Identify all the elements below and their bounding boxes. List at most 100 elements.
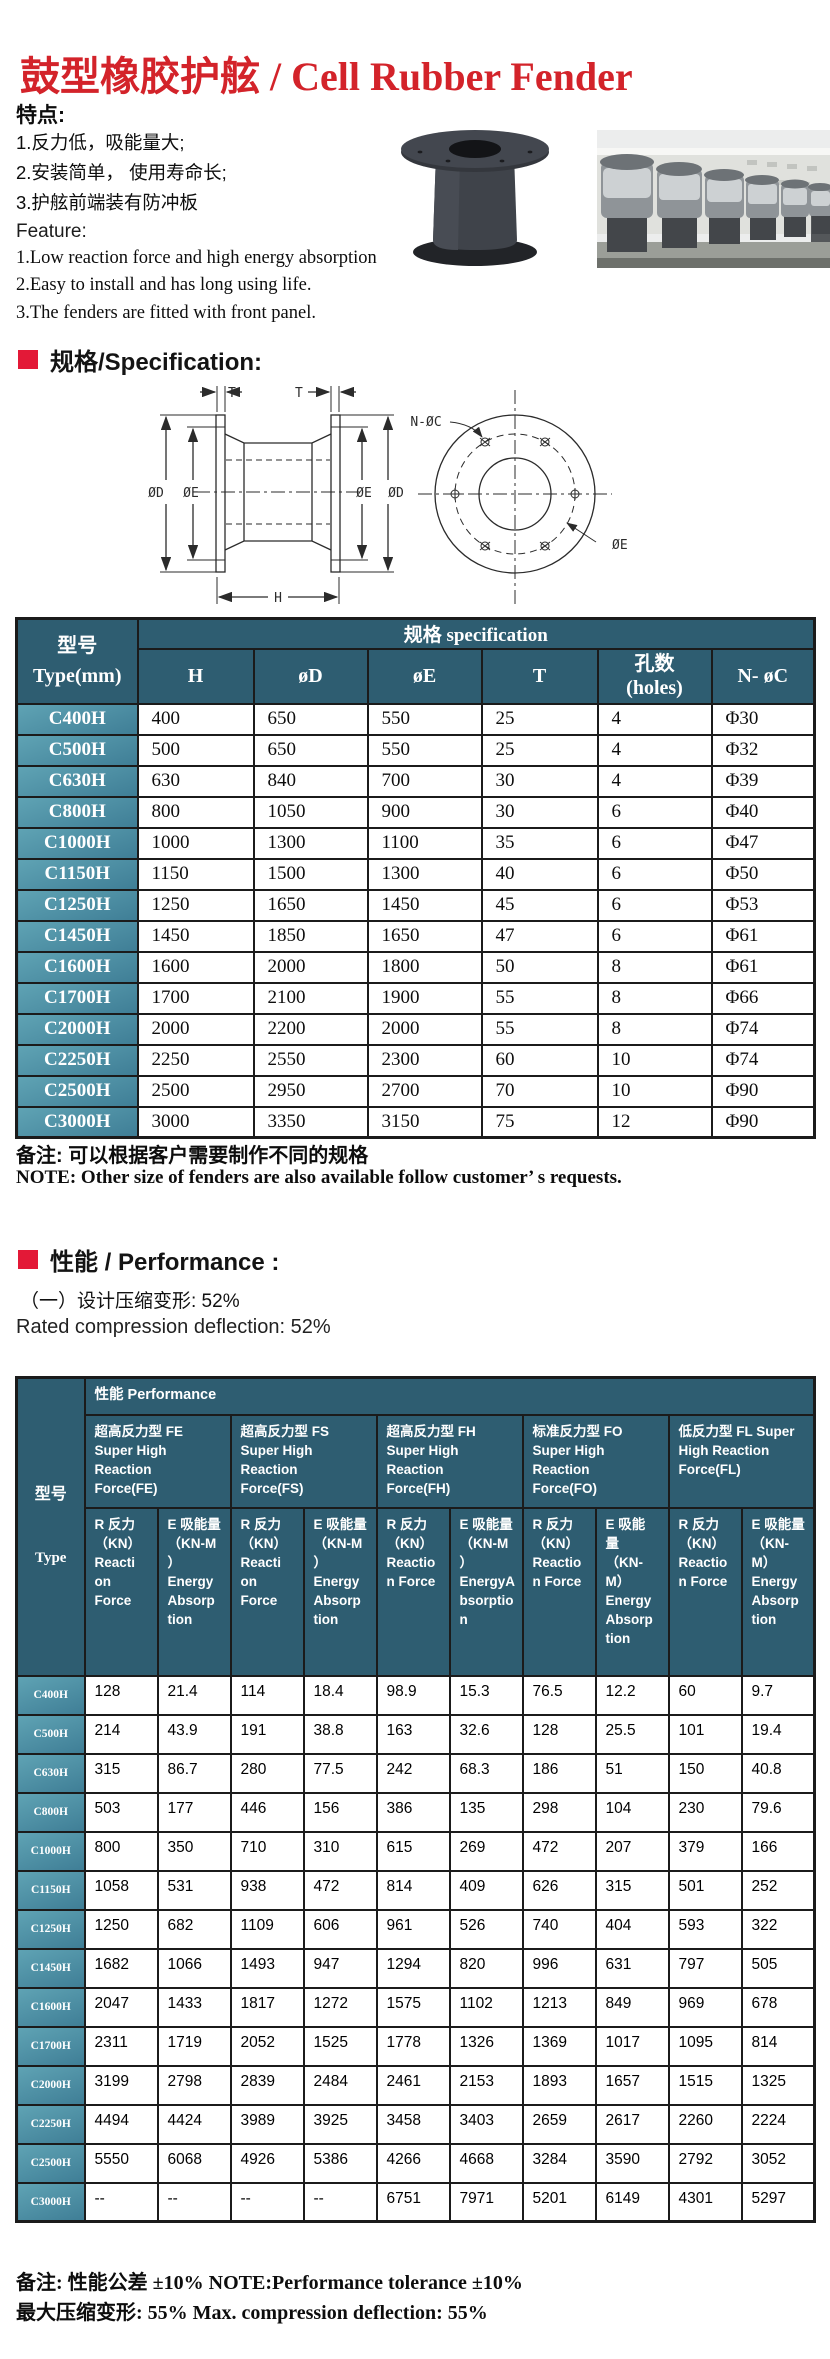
row-model-label: C2000H [15, 2064, 86, 2106]
value-cell: 630 [136, 764, 255, 798]
table-row: C1700H 2311 1719 2052 1525 1778 1326 1369 1017 10… [15, 2025, 816, 2067]
feature-item-en: 2.Easy to install and has long using lif… [16, 275, 312, 296]
table-row: C2500H 5550 6068 4926 5386 4266 4668 3284 3590 27… [15, 2142, 816, 2184]
value-cell: 682 [156, 1908, 232, 1950]
value-cell: 214 [83, 1713, 159, 1755]
page-title: 鼓型橡胶护舷 / Cell Rubber Fender [20, 54, 633, 99]
value-cell: 2617 [594, 2103, 670, 2145]
value-cell: 1650 [366, 919, 483, 953]
value-cell: 25.5 [594, 1713, 670, 1755]
table-row: C630H 630 840 700 30 4 Φ39 [15, 764, 816, 798]
value-cell: 10 [596, 1043, 713, 1077]
value-cell: 900 [366, 795, 483, 829]
value-cell: 2052 [229, 2025, 305, 2067]
value-cell: 1800 [366, 950, 483, 984]
value-cell: 1450 [136, 919, 255, 953]
value-cell: -- [229, 2181, 305, 2223]
value-cell: 47 [480, 919, 599, 953]
value-cell: 1050 [252, 795, 369, 829]
perf-group-header-fe: 超高反力型 FE Super High Reaction Force(FE) [83, 1413, 232, 1509]
row-model-label: C2500H [15, 1074, 139, 1108]
table-row: C1600H 2047 1433 1817 1272 1575 1102 1213 849 969… [15, 1986, 816, 2028]
rated-deflection-en: Rated compression deflection: 52% [16, 1316, 331, 1338]
row-model-label: C3000H [15, 2181, 86, 2223]
value-cell: 1095 [667, 2025, 743, 2067]
value-cell: 472 [302, 1869, 378, 1911]
value-cell: 1150 [136, 857, 255, 891]
spec-span-header: 规格 specification [136, 617, 816, 650]
row-model-label: C1250H [15, 1908, 86, 1950]
value-cell: 446 [229, 1791, 305, 1833]
value-cell: 32.6 [448, 1713, 524, 1755]
value-cell: Φ74 [710, 1012, 816, 1046]
feature-item-cn: 3.护舷前端装有防冲板 [16, 192, 198, 213]
value-cell: 1700 [136, 981, 255, 1015]
value-cell: 4668 [448, 2142, 524, 2184]
row-model-label: C630H [15, 764, 139, 798]
specification-heading-text: 规格/Specification: [50, 349, 263, 376]
value-cell: 1893 [521, 2064, 597, 2106]
value-cell: 1650 [252, 888, 369, 922]
value-cell: 4926 [229, 2142, 305, 2184]
value-cell: 531 [156, 1869, 232, 1911]
features-heading-cn: 特点: [16, 104, 65, 127]
value-cell: Φ47 [710, 826, 816, 860]
value-cell: Φ61 [710, 919, 816, 953]
fender-dimension-drawing: T T ØD ØE ØE ØD H N-ØC ØE [148, 386, 628, 606]
value-cell: 5201 [521, 2181, 597, 2223]
value-cell: 626 [521, 1869, 597, 1911]
value-cell: 2000 [252, 950, 369, 984]
value-cell: 501 [667, 1869, 743, 1911]
value-cell: 50 [480, 950, 599, 984]
value-cell: 3199 [83, 2064, 159, 2106]
row-model-label: C1250H [15, 888, 139, 922]
value-cell: 2200 [252, 1012, 369, 1046]
value-cell: 800 [136, 795, 255, 829]
row-model-label: C1600H [15, 950, 139, 984]
value-cell: 6149 [594, 2181, 670, 2223]
value-cell: 938 [229, 1869, 305, 1911]
value-cell: 650 [252, 702, 369, 736]
table-row: C1150H 1058 531 938 472 814 409 626 315 501 252 [15, 1869, 816, 1911]
features-heading-en: Feature: [16, 221, 87, 242]
table-row: C1250H 1250 1650 1450 45 6 Φ53 [15, 888, 816, 922]
row-model-label: C1150H [15, 857, 139, 891]
value-cell: 1450 [366, 888, 483, 922]
value-cell: 797 [667, 1947, 743, 1989]
dim-label-oe-right: ØE [356, 486, 372, 501]
value-cell: 840 [252, 764, 369, 798]
row-model-label: C1700H [15, 2025, 86, 2067]
table-row: C630H 315 86.7 280 77.5 242 68.3 186 51 150 40.8 [15, 1752, 816, 1794]
value-cell: 40 [480, 857, 599, 891]
value-cell: 45 [480, 888, 599, 922]
table-row: C800H 800 1050 900 30 6 Φ40 [15, 795, 816, 829]
perf-sub-header-energy: E 吸能量 （KN-M ） EnergyA bsorptio n [448, 1506, 524, 1677]
table-row: C3000H 3000 3350 3150 75 12 Φ90 [15, 1105, 816, 1139]
value-cell: 615 [375, 1830, 451, 1872]
perf-group-header-fo: 标准反力型 FO Super High Reaction Force(FO) [521, 1413, 670, 1509]
value-cell: 315 [594, 1869, 670, 1911]
table-row: C1150H 1150 1500 1300 40 6 Φ50 [15, 857, 816, 891]
value-cell: 400 [136, 702, 255, 736]
value-cell: 969 [667, 1986, 743, 2028]
value-cell: 25 [480, 702, 599, 736]
row-model-label: C1450H [15, 1947, 86, 1989]
fender-product-photo [401, 130, 549, 266]
value-cell: 1213 [521, 1986, 597, 2028]
row-model-label: C800H [15, 795, 139, 829]
row-model-label: C400H [15, 1674, 86, 1716]
value-cell: 710 [229, 1830, 305, 1872]
value-cell: 820 [448, 1947, 524, 1989]
value-cell: 814 [375, 1869, 451, 1911]
features-section: 特点: 1.反力低，吸能量大; 2.安装简单， 使用寿命长; 3.护舷前端装有防… [16, 104, 408, 327]
value-cell: -- [302, 2181, 378, 2223]
red-square-icon [18, 350, 38, 369]
value-cell: 128 [521, 1713, 597, 1755]
perf-group-header-fh: 超高反力型 FH Super High Reaction Force(FH) [375, 1413, 524, 1509]
table-row: C2500H 2500 2950 2700 70 10 Φ90 [15, 1074, 816, 1108]
value-cell: 2950 [252, 1074, 369, 1108]
value-cell: 70 [480, 1074, 599, 1108]
feature-item-cn: 2.安装简单， 使用寿命长; [16, 162, 227, 183]
value-cell: 700 [366, 764, 483, 798]
performance-table: 型号 Type 性能 Performance 超高反力型 FE Super Hi… [15, 1376, 816, 2223]
